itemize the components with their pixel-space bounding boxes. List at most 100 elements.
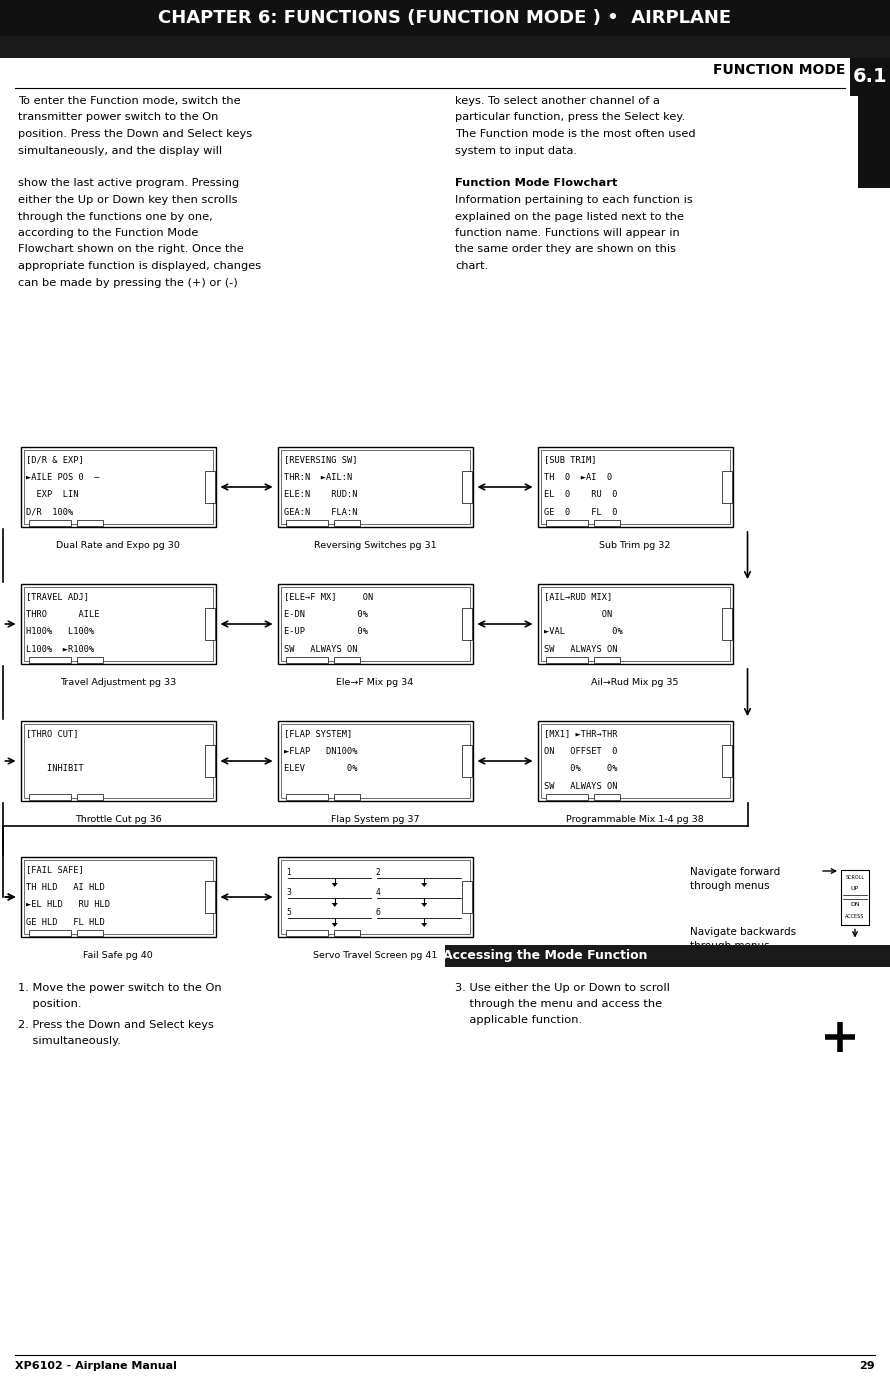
Text: 2. Press the Down and Select keys: 2. Press the Down and Select keys: [18, 1020, 214, 1030]
Text: 5: 5: [287, 908, 291, 916]
Text: 4: 4: [376, 888, 381, 897]
Bar: [540, 724, 730, 798]
Bar: [595, 520, 620, 527]
Text: SW   ALWAYS ON: SW ALWAYS ON: [544, 645, 617, 654]
Text: 6.1: 6.1: [853, 67, 887, 87]
Bar: [462, 882, 472, 914]
Text: Ele→F Mix pg 34: Ele→F Mix pg 34: [336, 678, 414, 687]
Bar: [23, 587, 213, 661]
Bar: [286, 657, 328, 664]
Bar: [722, 745, 732, 777]
Bar: [335, 793, 360, 800]
Text: ON   OFFSET  0: ON OFFSET 0: [544, 747, 617, 756]
Text: Fail Safe pg 40: Fail Safe pg 40: [83, 951, 153, 960]
Text: function name. Functions will appear in: function name. Functions will appear in: [455, 228, 680, 237]
Bar: [445, 944, 890, 967]
Text: [REVERSING SW]: [REVERSING SW]: [284, 455, 357, 464]
Text: 3: 3: [287, 888, 291, 897]
Bar: [722, 471, 732, 503]
Bar: [546, 793, 588, 800]
Text: SCROLL: SCROLL: [846, 875, 864, 880]
Bar: [20, 856, 215, 937]
Bar: [0, 0, 890, 36]
Bar: [28, 793, 71, 800]
Text: ►AILE POS 0  —: ►AILE POS 0 —: [27, 472, 100, 482]
Text: simultaneously.: simultaneously.: [18, 1035, 121, 1046]
Text: show the last active program. Pressing: show the last active program. Pressing: [18, 179, 239, 189]
Polygon shape: [421, 902, 427, 907]
Bar: [722, 608, 732, 640]
Text: THRO      AILE: THRO AILE: [27, 609, 100, 619]
Text: ►FLAP   DN100%: ►FLAP DN100%: [284, 747, 357, 756]
Text: applicable function.: applicable function.: [455, 1016, 582, 1025]
Text: SW   ALWAYS ON: SW ALWAYS ON: [544, 782, 617, 791]
Text: position.: position.: [18, 999, 82, 1009]
Text: Navigate backwards: Navigate backwards: [690, 928, 797, 937]
Bar: [20, 447, 215, 527]
Text: system to input data.: system to input data.: [455, 145, 577, 155]
Bar: [278, 447, 473, 527]
Text: TH HLD   AI HLD: TH HLD AI HLD: [27, 883, 105, 891]
Bar: [28, 657, 71, 664]
Bar: [23, 724, 213, 798]
Bar: [205, 608, 214, 640]
Bar: [278, 721, 473, 800]
Bar: [540, 587, 730, 661]
Text: [MX1] ►THR→THR: [MX1] ►THR→THR: [544, 729, 617, 738]
Text: INHIBIT: INHIBIT: [27, 764, 85, 774]
Text: Accessing the Mode Function: Accessing the Mode Function: [442, 950, 647, 963]
Bar: [595, 793, 620, 800]
Text: 29: 29: [860, 1361, 875, 1370]
Text: Programmable Mix 1-4 pg 38: Programmable Mix 1-4 pg 38: [566, 814, 704, 824]
Text: 2: 2: [376, 868, 381, 877]
Text: L100%  ►R100%: L100% ►R100%: [27, 645, 94, 654]
Polygon shape: [421, 883, 427, 887]
Text: Sub Trim pg 32: Sub Trim pg 32: [599, 541, 671, 550]
Bar: [858, 80, 890, 189]
Text: FUNCTION MODE: FUNCTION MODE: [713, 63, 845, 77]
Text: GE HLD   FL HLD: GE HLD FL HLD: [27, 918, 105, 926]
Text: 3. Use either the Up or Down to scroll: 3. Use either the Up or Down to scroll: [455, 983, 670, 993]
Bar: [595, 657, 620, 664]
Text: chart.: chart.: [455, 261, 489, 271]
Bar: [205, 471, 214, 503]
Text: through menus: through menus: [690, 882, 770, 891]
Text: through the menu and access the: through the menu and access the: [455, 999, 662, 1009]
Bar: [77, 657, 103, 664]
Text: [ELE→F MX]     ON: [ELE→F MX] ON: [284, 592, 373, 601]
Text: EXP  LIN: EXP LIN: [27, 490, 79, 499]
Text: Ail→Rud Mix pg 35: Ail→Rud Mix pg 35: [591, 678, 679, 687]
Text: 6: 6: [376, 908, 381, 916]
Text: either the Up or Down key then scrolls: either the Up or Down key then scrolls: [18, 196, 238, 205]
Text: XP6102 - Airplane Manual: XP6102 - Airplane Manual: [15, 1361, 177, 1370]
Bar: [77, 520, 103, 527]
Bar: [20, 721, 215, 800]
Bar: [278, 856, 473, 937]
Text: Navigate forward: Navigate forward: [690, 868, 781, 877]
Text: ►EL HLD   RU HLD: ►EL HLD RU HLD: [27, 900, 110, 909]
Text: H100%   L100%: H100% L100%: [27, 627, 94, 636]
Text: The Function mode is the most often used: The Function mode is the most often used: [455, 129, 696, 138]
Polygon shape: [332, 883, 337, 887]
Bar: [462, 471, 472, 503]
Text: ACCESS: ACCESS: [846, 914, 865, 919]
Bar: [538, 584, 732, 664]
Text: ►VAL         0%: ►VAL 0%: [544, 627, 622, 636]
Bar: [462, 745, 472, 777]
Text: through menus: through menus: [690, 942, 770, 951]
Polygon shape: [421, 923, 427, 928]
Text: [TRAVEL ADJ]: [TRAVEL ADJ]: [27, 592, 90, 601]
Bar: [335, 930, 360, 936]
Text: keys. To select another channel of a: keys. To select another channel of a: [455, 96, 659, 106]
Text: E-DN          0%: E-DN 0%: [284, 609, 368, 619]
Bar: [77, 930, 103, 936]
Bar: [546, 520, 588, 527]
Text: through the functions one by one,: through the functions one by one,: [18, 211, 213, 222]
Text: GE  0    FL  0: GE 0 FL 0: [544, 507, 617, 517]
Polygon shape: [332, 923, 337, 928]
Bar: [286, 930, 328, 936]
Text: [FLAP SYSTEM]: [FLAP SYSTEM]: [284, 729, 352, 738]
Bar: [0, 36, 890, 59]
Bar: [280, 450, 470, 524]
Text: Flowchart shown on the right. Once the: Flowchart shown on the right. Once the: [18, 244, 244, 254]
